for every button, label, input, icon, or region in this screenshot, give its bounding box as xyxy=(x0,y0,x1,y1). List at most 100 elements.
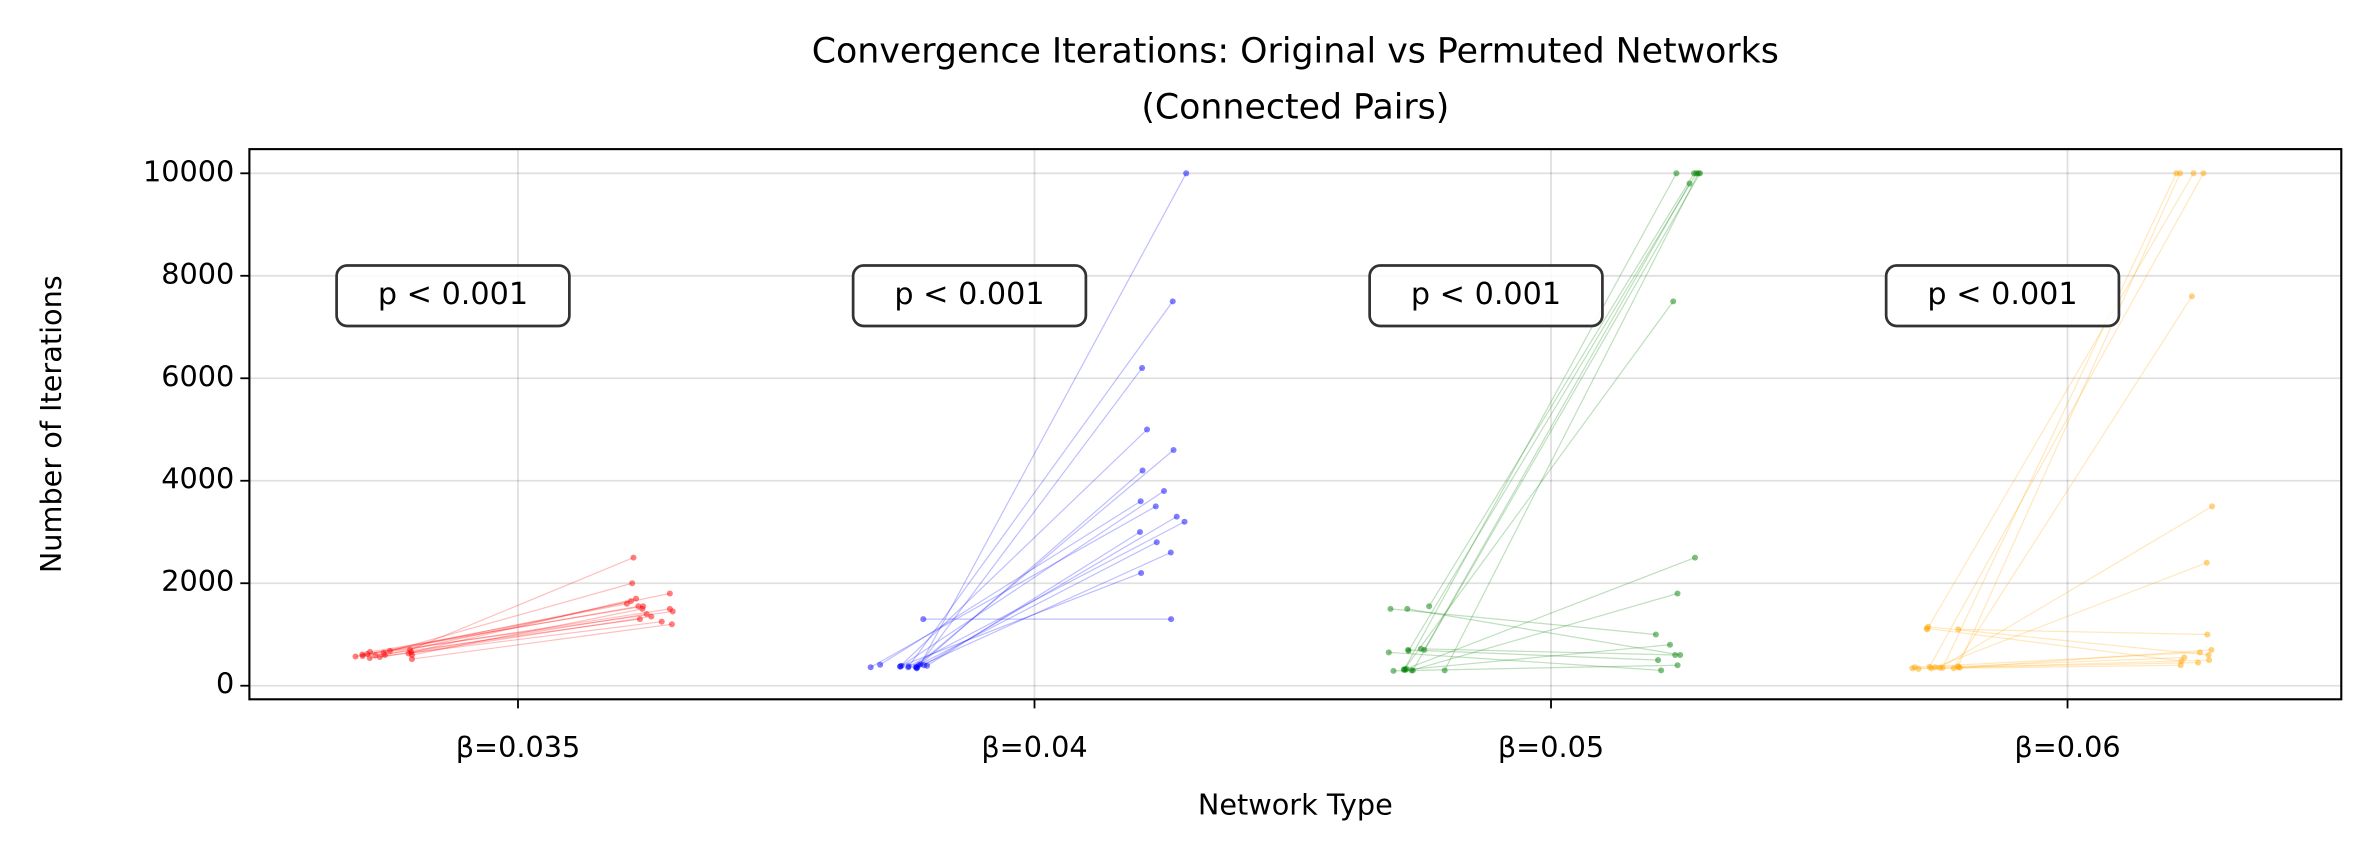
original-point xyxy=(1387,605,1394,612)
annotation-box xyxy=(335,264,571,328)
pair-line xyxy=(362,610,673,656)
pair-line xyxy=(1939,505,2213,669)
x-tick-label: β=0.05 xyxy=(1498,730,1604,764)
pair-line xyxy=(916,367,1143,669)
pair-line xyxy=(408,615,652,655)
original-point xyxy=(1950,665,1957,672)
permuted-point xyxy=(2205,651,2212,658)
plot-frame xyxy=(248,148,2343,701)
pair-line xyxy=(409,557,634,651)
y-tick-label: 4000 xyxy=(161,462,234,496)
permuted-point xyxy=(2200,170,2207,177)
original-point xyxy=(366,655,373,662)
pair-line xyxy=(1926,627,2182,662)
permuted-point xyxy=(1677,651,1684,658)
x-tick-label: β=0.035 xyxy=(456,730,581,764)
pair-line xyxy=(355,603,627,658)
x-axis-label: Network Type xyxy=(1198,788,1393,822)
permuted-point xyxy=(1691,554,1699,561)
permuted-point xyxy=(2195,659,2202,666)
pair-line xyxy=(1958,628,2208,636)
pair-line xyxy=(411,623,672,660)
pair-line xyxy=(1411,592,1678,671)
pair-line xyxy=(915,449,1174,668)
pair-line xyxy=(901,572,1142,667)
pair-line xyxy=(362,608,670,657)
y-tick-label: 0 xyxy=(216,667,234,701)
original-point xyxy=(407,646,414,653)
permuted-point xyxy=(1686,180,1693,187)
original-point xyxy=(905,664,912,671)
original-point xyxy=(1441,667,1448,674)
permuted-point xyxy=(629,580,636,587)
pair-line xyxy=(1420,648,1676,656)
permuted-point xyxy=(1655,657,1662,664)
original-point xyxy=(877,661,884,668)
pair-line xyxy=(375,618,640,657)
permuted-point xyxy=(1183,170,1190,177)
permuted-point xyxy=(2178,658,2185,665)
permuted-point xyxy=(1167,549,1174,556)
pair-line xyxy=(1403,301,1674,671)
pair-line xyxy=(899,429,1148,667)
permuted-point xyxy=(1168,616,1175,623)
annotation: p < 0.001 xyxy=(1411,277,1561,312)
pair-line xyxy=(923,516,1178,666)
permuted-point xyxy=(1138,569,1145,577)
pair-line xyxy=(383,582,633,654)
permuted-point xyxy=(666,605,673,612)
annotation: p < 0.001 xyxy=(1927,277,2077,312)
original-point xyxy=(1408,667,1415,674)
pair-line xyxy=(918,541,1158,666)
permuted-point xyxy=(1658,667,1665,674)
permuted-point xyxy=(1144,426,1151,433)
permuted-point xyxy=(2190,170,2197,177)
permuted-point xyxy=(1160,487,1168,495)
original-point xyxy=(1923,625,1930,632)
permuted-point xyxy=(1153,539,1160,546)
pair-line xyxy=(1403,173,1677,670)
permuted-point xyxy=(2208,646,2215,653)
pair-line xyxy=(411,598,637,654)
original-point xyxy=(921,662,928,669)
original-point xyxy=(920,616,927,623)
permuted-point xyxy=(1137,498,1144,505)
pair-line xyxy=(907,301,1174,668)
pair-line xyxy=(384,600,632,656)
pair-line xyxy=(1405,644,1671,671)
pair-line xyxy=(1412,173,1701,671)
original-point xyxy=(1390,667,1397,674)
original-point xyxy=(1404,605,1411,612)
pair-line xyxy=(879,500,1141,666)
annotation: p < 0.001 xyxy=(894,277,1044,312)
pair-line xyxy=(908,521,1185,667)
permuted-point xyxy=(648,613,655,620)
original-point xyxy=(376,654,383,661)
original-point xyxy=(1911,664,1918,671)
pair-line xyxy=(1959,649,2212,669)
permuted-point xyxy=(643,610,650,618)
permuted-point xyxy=(640,603,647,610)
permuted-point xyxy=(1169,298,1176,305)
original-point xyxy=(359,652,366,660)
original-point xyxy=(1421,646,1428,653)
original-point xyxy=(1405,647,1412,654)
original-point xyxy=(867,664,874,671)
annotation-box xyxy=(851,264,1088,328)
permuted-point xyxy=(2204,631,2211,638)
pair-line xyxy=(916,470,1143,669)
pair-line xyxy=(1406,557,1696,670)
permuted-point xyxy=(1672,651,1679,658)
permuted-point xyxy=(1673,170,1680,177)
annotation-box xyxy=(1368,264,1604,328)
y-axis-label: Number of Iterations xyxy=(34,275,68,573)
original-point xyxy=(367,648,374,655)
permuted-point xyxy=(1139,365,1146,372)
pair-line xyxy=(379,613,647,658)
permuted-point xyxy=(1181,518,1188,525)
pair-line xyxy=(1408,172,1697,652)
pair-line xyxy=(1942,173,2177,669)
permuted-point xyxy=(1173,513,1180,520)
x-tick-label: β=0.04 xyxy=(981,730,1087,764)
original-point xyxy=(912,663,919,670)
